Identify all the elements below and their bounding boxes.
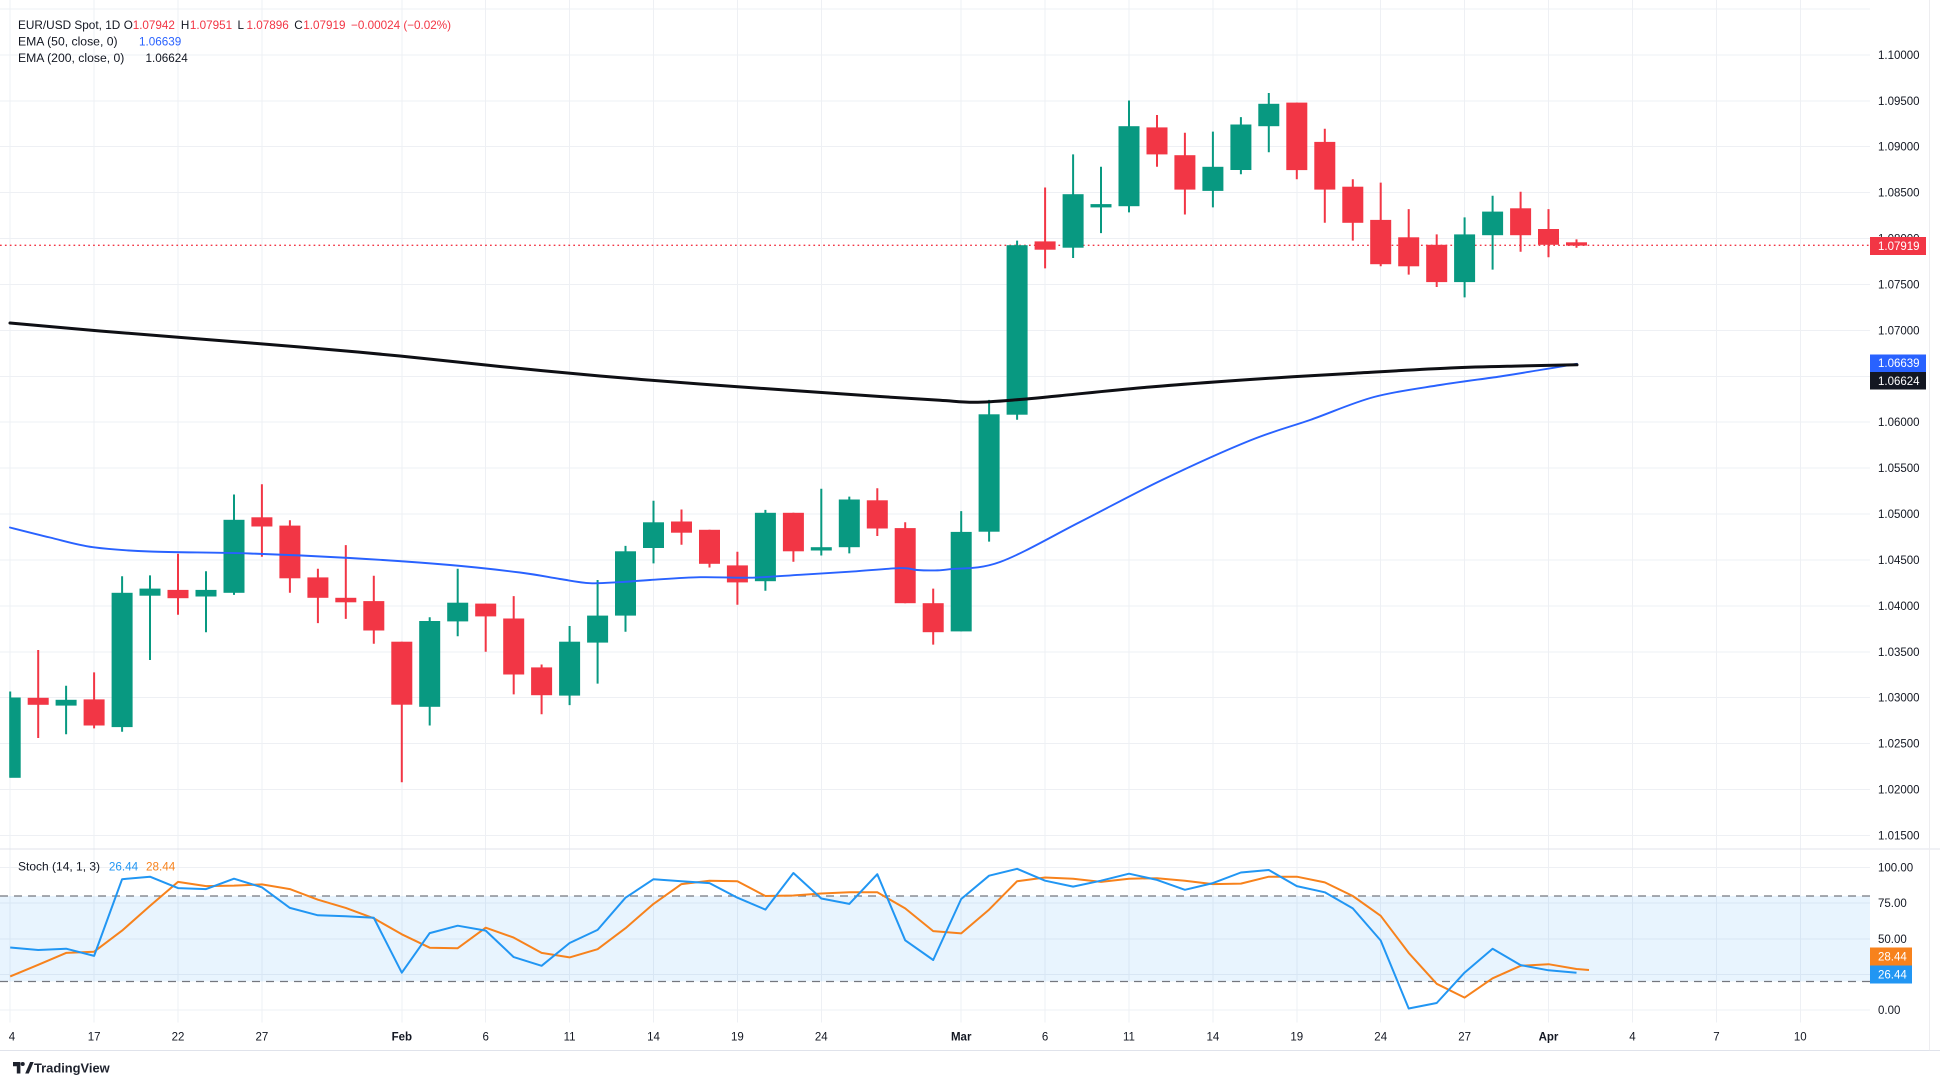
- svg-text:1.07000: 1.07000: [1878, 325, 1920, 337]
- svg-text:19: 19: [731, 1032, 744, 1044]
- svg-text:100.00: 100.00: [1878, 863, 1913, 875]
- svg-text:1.05000: 1.05000: [1878, 509, 1920, 521]
- svg-text:L: L: [238, 19, 245, 32]
- svg-text:1.02500: 1.02500: [1878, 739, 1920, 751]
- svg-text:1.08500: 1.08500: [1878, 188, 1920, 200]
- svg-text:75.00: 75.00: [1878, 898, 1907, 910]
- svg-text:14: 14: [647, 1032, 660, 1044]
- svg-text:1.06624: 1.06624: [146, 52, 189, 65]
- svg-text:26.44: 26.44: [1878, 970, 1907, 982]
- svg-text:1.09000: 1.09000: [1878, 142, 1920, 154]
- svg-text:28.44: 28.44: [1878, 952, 1907, 964]
- svg-text:1.06639: 1.06639: [1878, 358, 1920, 370]
- svg-text:1.04000: 1.04000: [1878, 601, 1920, 613]
- svg-text:Feb: Feb: [392, 1032, 412, 1044]
- svg-text:C: C: [294, 19, 302, 32]
- svg-text:4: 4: [1629, 1032, 1636, 1044]
- svg-text:14: 14: [1207, 1032, 1220, 1044]
- svg-text:27: 27: [1458, 1032, 1471, 1044]
- svg-text:28.44: 28.44: [146, 861, 176, 874]
- svg-text:EMA (200, close, 0): EMA (200, close, 0): [18, 51, 124, 65]
- svg-text:1.06624: 1.06624: [1878, 376, 1920, 388]
- svg-text:24: 24: [1374, 1032, 1387, 1044]
- svg-text:1.07896: 1.07896: [247, 19, 289, 32]
- svg-text:11: 11: [1123, 1032, 1135, 1044]
- svg-text:4: 4: [9, 1032, 16, 1044]
- svg-text:EMA (50, close, 0): EMA (50, close, 0): [18, 35, 118, 49]
- svg-text:19: 19: [1290, 1032, 1303, 1044]
- svg-text:1.07942: 1.07942: [133, 19, 175, 32]
- svg-text:1.07951: 1.07951: [190, 19, 232, 32]
- svg-text:1.07500: 1.07500: [1878, 280, 1920, 292]
- svg-text:TradingView: TradingView: [34, 1061, 111, 1076]
- svg-text:1.03500: 1.03500: [1878, 647, 1920, 659]
- svg-text:26.44: 26.44: [109, 861, 139, 874]
- svg-text:6: 6: [482, 1032, 488, 1044]
- svg-text:11: 11: [564, 1032, 576, 1044]
- svg-text:Mar: Mar: [951, 1032, 972, 1044]
- svg-text:EUR/USD Spot, 1D: EUR/USD Spot, 1D: [18, 18, 120, 32]
- svg-text:O: O: [124, 19, 133, 32]
- svg-text:27: 27: [256, 1032, 269, 1044]
- svg-text:22: 22: [172, 1032, 185, 1044]
- svg-text:10: 10: [1794, 1032, 1807, 1044]
- svg-text:17: 17: [88, 1032, 101, 1044]
- svg-text:7: 7: [1713, 1032, 1719, 1044]
- svg-text:6: 6: [1042, 1032, 1048, 1044]
- svg-text:1.06639: 1.06639: [139, 36, 181, 49]
- svg-text:0.00: 0.00: [1878, 1005, 1900, 1017]
- svg-text:1.02000: 1.02000: [1878, 785, 1920, 797]
- svg-text:1.10000: 1.10000: [1878, 50, 1920, 62]
- svg-text:Stoch (14, 1, 3): Stoch (14, 1, 3): [18, 860, 100, 874]
- svg-text:H: H: [181, 19, 189, 32]
- svg-text:1.07919: 1.07919: [1878, 241, 1920, 253]
- svg-text:50.00: 50.00: [1878, 934, 1907, 946]
- svg-text:1.06000: 1.06000: [1878, 417, 1920, 429]
- svg-text:24: 24: [815, 1032, 828, 1044]
- svg-text:1.09500: 1.09500: [1878, 96, 1920, 108]
- svg-text:1.04500: 1.04500: [1878, 555, 1920, 567]
- svg-text:1.01500: 1.01500: [1878, 831, 1920, 843]
- svg-text:1.03000: 1.03000: [1878, 693, 1920, 705]
- svg-text:1.07919: 1.07919: [303, 19, 345, 32]
- svg-text:−0.00024 (−0.02%): −0.00024 (−0.02%): [351, 19, 451, 32]
- svg-text:1.05500: 1.05500: [1878, 463, 1920, 475]
- svg-text:Apr: Apr: [1539, 1032, 1559, 1044]
